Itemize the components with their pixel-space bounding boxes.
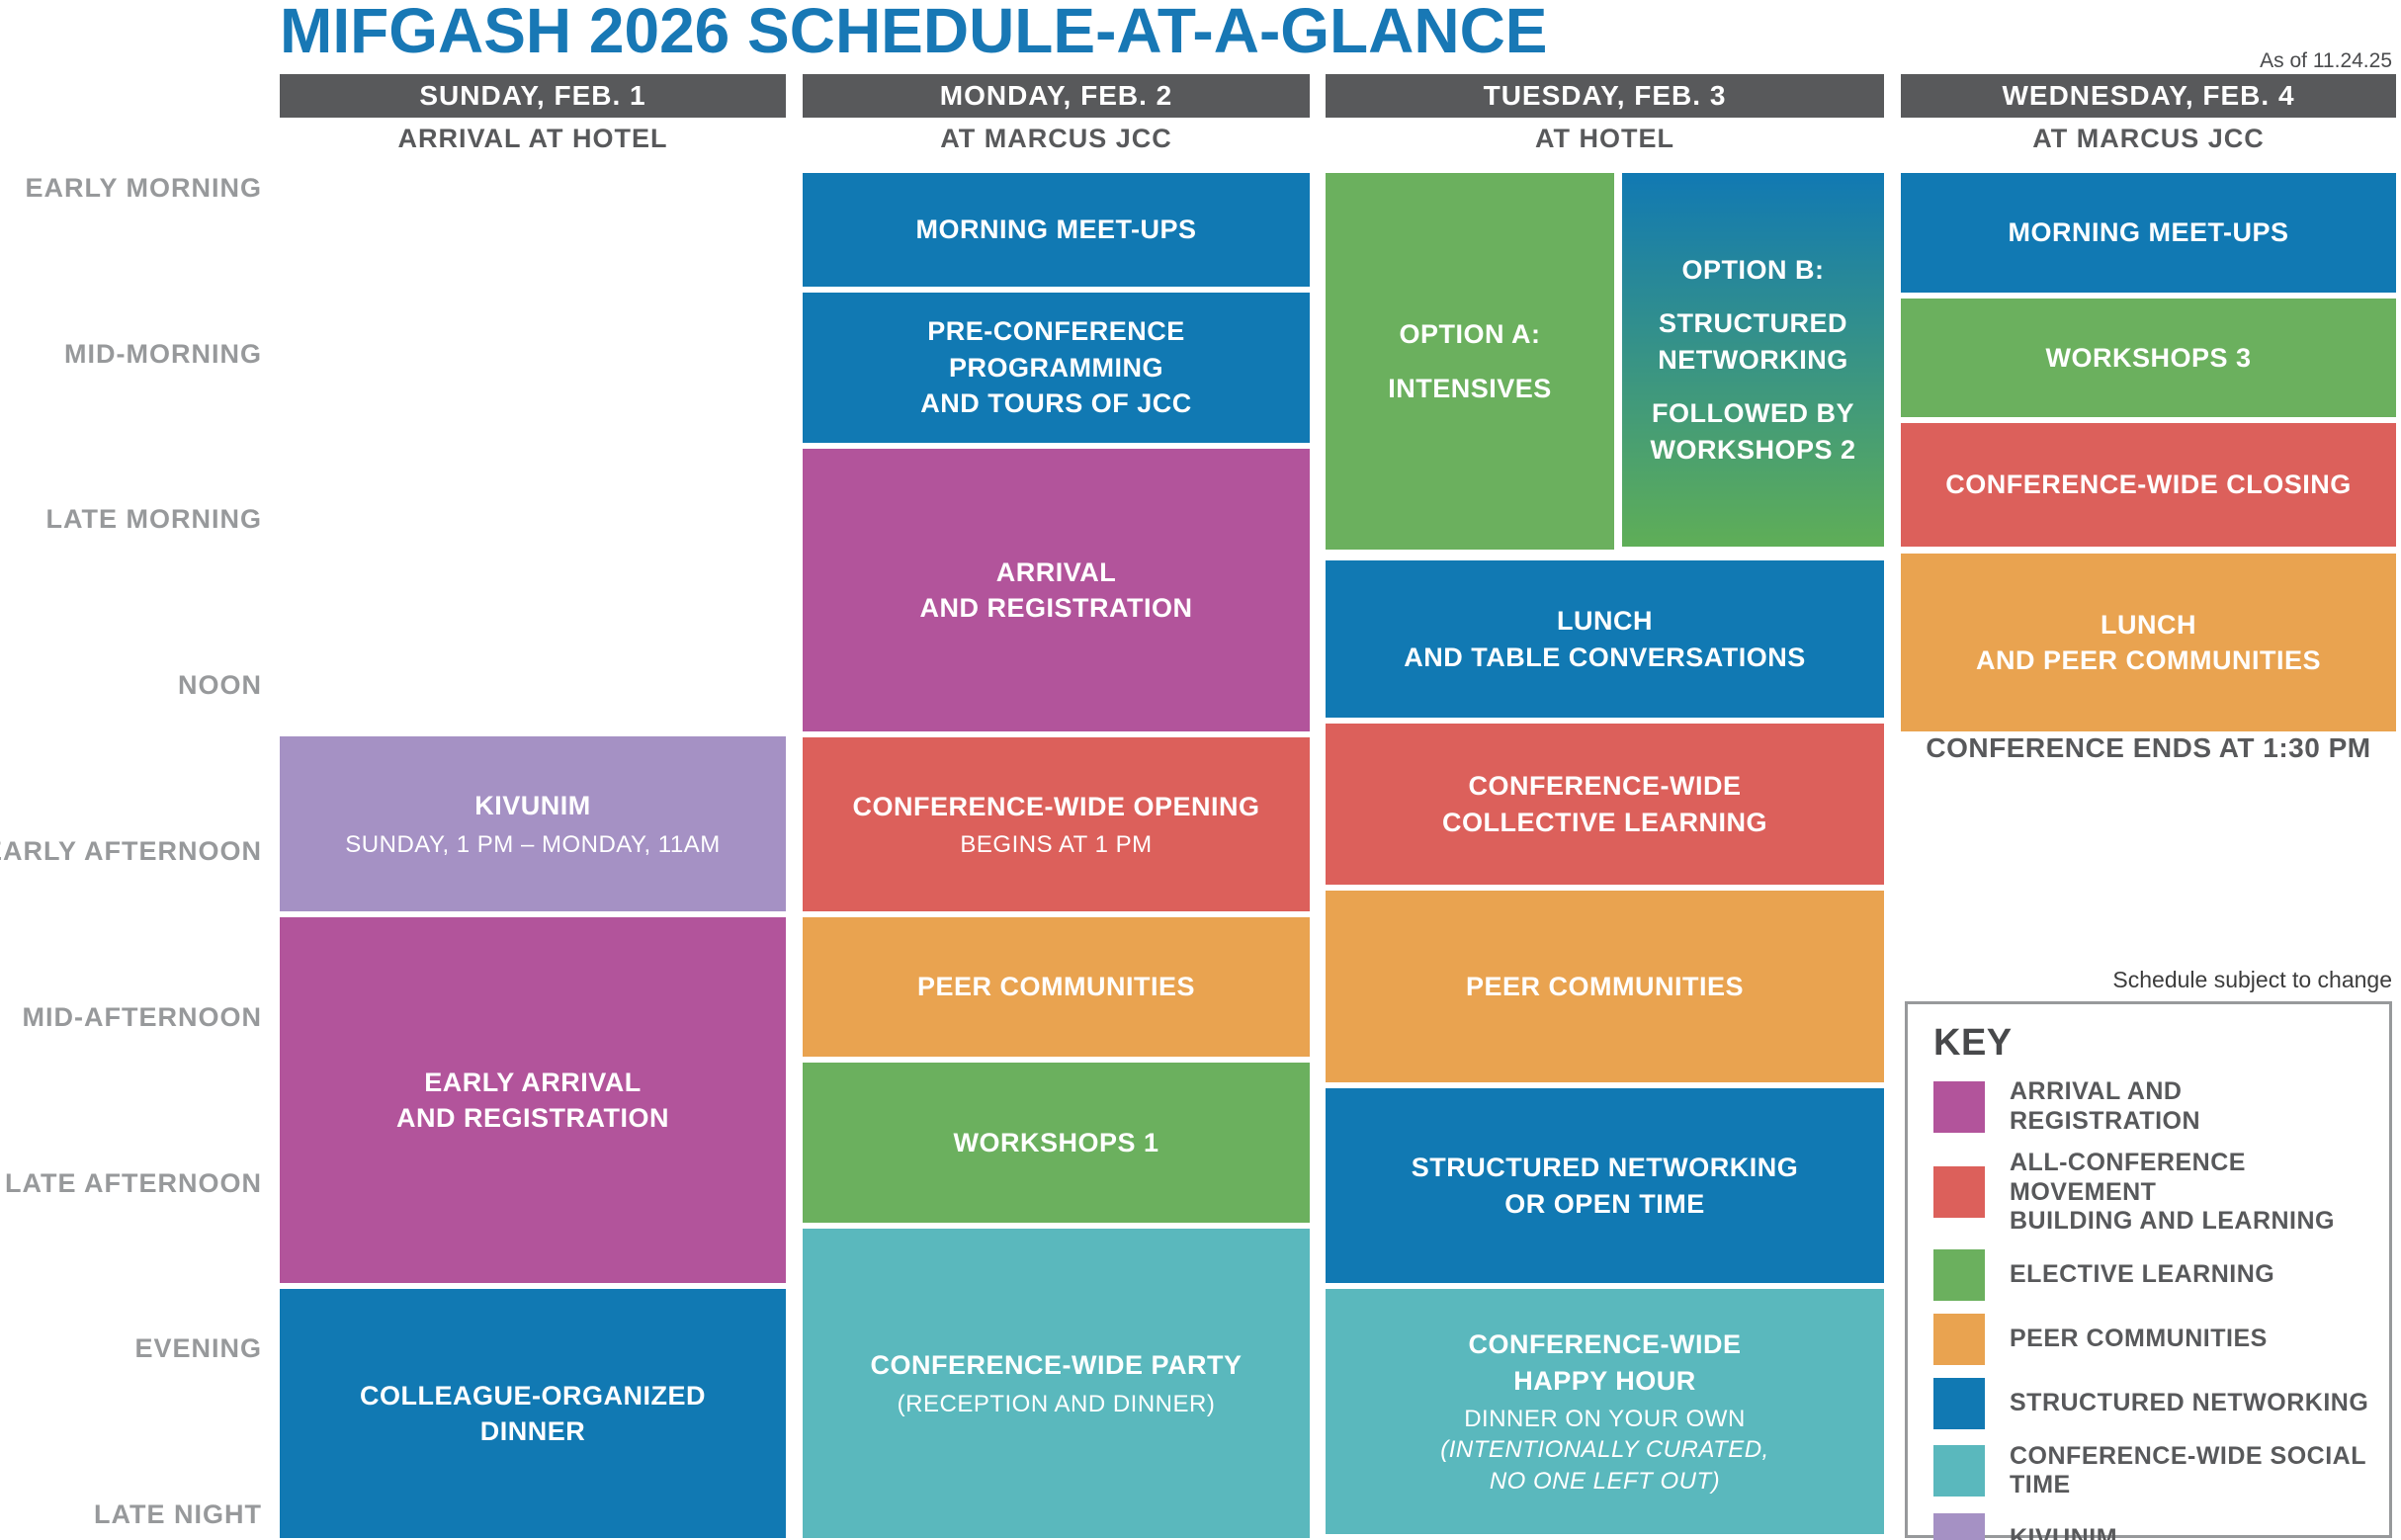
event-body: FOLLOWED BY WORKSHOPS 2 (1650, 398, 1856, 465)
page-title: MIFGASH 2026 SCHEDULE-AT-A-GLANCE (280, 0, 1548, 66)
column-tuesday: TUESDAY, FEB. 3 AT HOTEL OPTION A: INTEN… (1326, 74, 1884, 1540)
event-title: OPTION A: (1399, 319, 1541, 350)
legend-swatch-kivunim (1933, 1512, 1985, 1540)
event-block-happy-hour: CONFERENCE-WIDE HAPPY HOUR DINNER ON YOU… (1326, 1289, 1884, 1534)
legend-label: ARRIVAL AND REGISTRATION (2010, 1077, 2201, 1135)
time-label-mid-morning: MID-MORNING (64, 339, 262, 369)
event-block-conference-opening: CONFERENCE-WIDE OPENING BEGINS AT 1 PM (803, 737, 1310, 911)
event-block-kivunim: KIVUNIM SUNDAY, 1 PM – MONDAY, 11AM (280, 736, 786, 911)
column-header-wednesday: WEDNESDAY, FEB. 4 (1901, 74, 2396, 118)
event-block-arrival-registration: ARRIVAL AND REGISTRATION (803, 449, 1310, 731)
legend-item-movement: ALL-CONFERENCE MOVEMENT BUILDING AND LEA… (1933, 1149, 2379, 1237)
event-title: CONFERENCE-WIDE OPENING (852, 791, 1260, 821)
legend-title: KEY (1933, 1022, 2013, 1064)
event-block-option-a-intensives: OPTION A: INTENSIVES (1326, 173, 1614, 550)
as-of-date: As of 11.24.25 (2260, 49, 2392, 72)
event-title: EARLY ARRIVAL AND REGISTRATION (396, 1067, 669, 1133)
legend-key: KEY ARRIVAL AND REGISTRATION ALL-CONFERE… (1905, 1001, 2392, 1540)
event-title: MORNING MEET-UPS (2008, 217, 2289, 248)
event-subtitle: (RECEPTION AND DINNER) (897, 1390, 1216, 1417)
legend-swatch-arrival (1933, 1080, 1985, 1133)
event-title: OPTION B: (1681, 254, 1825, 285)
event-subtitle: INTENSIVES (1388, 373, 1552, 403)
legend-item-elective: ELECTIVE LEARNING (1933, 1248, 2379, 1301)
event-block-structured-networking-open-time: STRUCTURED NETWORKING OR OPEN TIME (1326, 1088, 1884, 1283)
event-title: PEER COMMUNITIES (1465, 971, 1745, 1001)
column-wednesday: WEDNESDAY, FEB. 4 AT MARCUS JCC MORNING … (1901, 74, 2396, 1540)
event-title: WORKSHOPS 3 (2045, 342, 2252, 373)
event-block-early-arrival: EARLY ARRIVAL AND REGISTRATION (280, 917, 786, 1283)
event-block-morning-meetups: MORNING MEET-UPS (803, 173, 1310, 287)
column-subheader-sunday: ARRIVAL AT HOTEL (397, 124, 668, 153)
legend-label: ALL-CONFERENCE MOVEMENT BUILDING AND LEA… (2010, 1149, 2336, 1235)
event-block-conference-party: CONFERENCE-WIDE PARTY (RECEPTION AND DIN… (803, 1229, 1310, 1538)
legend-label: ELECTIVE LEARNING (2010, 1259, 2275, 1288)
legend-item-kivunim: KIVUNIM (1933, 1512, 2379, 1540)
event-block-morning-meetups: MORNING MEET-UPS (1901, 173, 2396, 293)
event-subtitle: BEGINS AT 1 PM (960, 831, 1153, 859)
event-block-lunch-table-conversations: LUNCH AND TABLE CONVERSATIONS (1326, 560, 1884, 718)
event-title: LUNCH AND PEER COMMUNITIES (1975, 609, 2322, 675)
column-sunday: SUNDAY, FEB. 1 ARRIVAL AT HOTEL KIVUNIM … (280, 74, 786, 1540)
event-subtitle: DINNER ON YOUR OWN (1464, 1406, 1746, 1433)
event-block-option-b-structured-networking: OPTION B: STRUCTURED NETWORKING FOLLOWED… (1622, 173, 1884, 547)
event-title: COLLEAGUE-ORGANIZED DINNER (360, 1380, 706, 1446)
event-note: (INTENTIONALLY CURATED, NO ONE LEFT OUT) (1440, 1436, 1769, 1495)
event-block-conference-closing: CONFERENCE-WIDE CLOSING (1901, 423, 2396, 547)
subject-to-change-note: Schedule subject to change (2112, 967, 2392, 992)
event-subtitle: SUNDAY, 1 PM – MONDAY, 11AM (345, 830, 721, 858)
event-block-workshops-1: WORKSHOPS 1 (803, 1063, 1310, 1223)
event-title: KIVUNIM (474, 791, 591, 821)
event-block-collective-learning: CONFERENCE-WIDE COLLECTIVE LEARNING (1326, 724, 1884, 885)
legend-label: PEER COMMUNITIES (2010, 1324, 2268, 1352)
time-label-late-night: LATE NIGHT (94, 1499, 262, 1529)
event-title: CONFERENCE-WIDE CLOSING (1945, 470, 2352, 500)
event-block-lunch-peer-communities: LUNCH AND PEER COMMUNITIES (1901, 554, 2396, 731)
event-title: WORKSHOPS 1 (953, 1127, 1159, 1157)
event-block-peer-communities: PEER COMMUNITIES (1326, 891, 1884, 1082)
legend-swatch-movement (1933, 1166, 1985, 1219)
time-label-mid-afternoon: MID-AFTERNOON (22, 1002, 262, 1032)
event-block-colleague-dinner: COLLEAGUE-ORGANIZED DINNER (280, 1289, 786, 1538)
column-header-tuesday: TUESDAY, FEB. 3 (1326, 74, 1884, 118)
time-label-early-afternoon: EARLY AFTERNOON (0, 836, 262, 866)
column-header-monday: MONDAY, FEB. 2 (803, 74, 1310, 118)
legend-item-arrival: ARRIVAL AND REGISTRATION (1933, 1077, 2379, 1136)
legend-label: KIVUNIM (2010, 1523, 2118, 1540)
time-label-noon: NOON (178, 670, 262, 700)
legend-item-peer: PEER COMMUNITIES (1933, 1313, 2379, 1365)
legend-swatch-elective (1933, 1248, 1985, 1301)
column-subheader-monday: AT MARCUS JCC (940, 124, 1172, 153)
legend-label: CONFERENCE-WIDE SOCIAL TIME (2010, 1441, 2366, 1499)
event-title: STRUCTURED NETWORKING OR OPEN TIME (1411, 1153, 1799, 1219)
conference-ends-note: CONFERENCE ENDS AT 1:30 PM (1926, 732, 2371, 763)
event-block-peer-communities: PEER COMMUNITIES (803, 917, 1310, 1057)
event-title: CONFERENCE-WIDE PARTY (870, 1350, 1243, 1381)
legend-swatch-social (1933, 1445, 1985, 1497)
column-header-sunday: SUNDAY, FEB. 1 (280, 74, 786, 118)
event-block-preconference: PRE-CONFERENCE PROGRAMMING AND TOURS OF … (803, 293, 1310, 443)
time-label-evening: EVENING (134, 1333, 262, 1363)
legend-item-networking: STRUCTURED NETWORKING (1933, 1377, 2379, 1429)
event-title: PEER COMMUNITIES (916, 972, 1196, 1002)
legend-label: STRUCTURED NETWORKING (2010, 1388, 2369, 1416)
legend-swatch-networking (1933, 1377, 1985, 1429)
event-title: LUNCH AND TABLE CONVERSATIONS (1404, 606, 1806, 672)
event-title: ARRIVAL AND REGISTRATION (919, 556, 1193, 623)
column-subheader-tuesday: AT HOTEL (1535, 124, 1674, 153)
time-label-late-morning: LATE MORNING (45, 504, 262, 534)
event-block-workshops-3: WORKSHOPS 3 (1901, 299, 2396, 417)
legend-swatch-peer (1933, 1313, 1985, 1365)
time-label-late-afternoon: LATE AFTERNOON (5, 1168, 262, 1198)
time-label-early-morning: EARLY MORNING (25, 173, 262, 203)
column-monday: MONDAY, FEB. 2 AT MARCUS JCC MORNING MEE… (803, 74, 1310, 1540)
event-title: CONFERENCE-WIDE HAPPY HOUR (1468, 1329, 1742, 1396)
legend-item-social: CONFERENCE-WIDE SOCIAL TIME (1933, 1442, 2379, 1500)
event-body: STRUCTURED NETWORKING (1658, 308, 1848, 375)
event-title: MORNING MEET-UPS (915, 214, 1197, 245)
event-title: CONFERENCE-WIDE COLLECTIVE LEARNING (1441, 771, 1767, 837)
event-title: PRE-CONFERENCE PROGRAMMING AND TOURS OF … (920, 316, 1192, 419)
column-subheader-wednesday: AT MARCUS JCC (2032, 124, 2265, 153)
